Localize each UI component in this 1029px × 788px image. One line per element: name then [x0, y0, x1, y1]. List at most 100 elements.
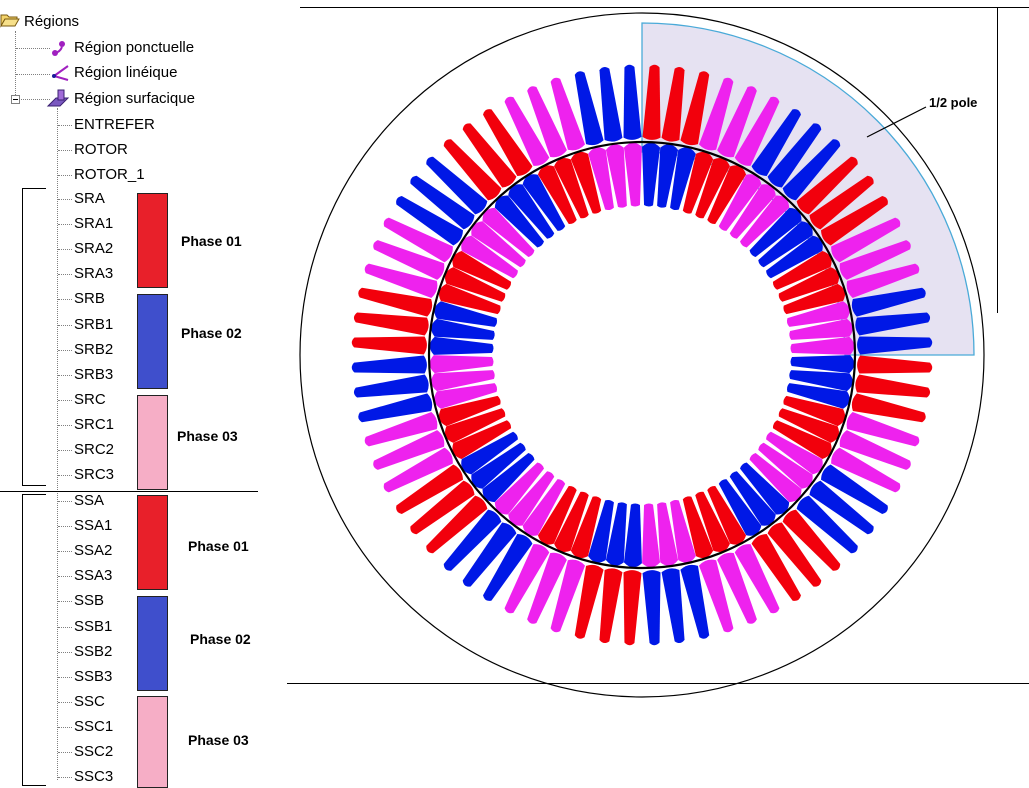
stator-slot [623, 570, 642, 646]
rotor-region-item[interactable]: SRA2 [74, 240, 114, 258]
rotor-slot [537, 165, 577, 225]
stator-slot [574, 564, 604, 639]
group-separator-line [0, 491, 258, 492]
tree-connector [58, 626, 72, 628]
rotor-slot [695, 157, 730, 219]
rotor-region-item[interactable]: SRC2 [74, 441, 115, 458]
tree-item-line-region[interactable]: Région linéique [74, 64, 178, 81]
stator-region-item[interactable]: SSC [74, 692, 105, 710]
stator-region-item[interactable]: SSC3 [74, 768, 114, 786]
rotor-slot [718, 174, 762, 231]
stator-region-item[interactable]: SSB3 [74, 667, 113, 685]
rotor-slot [623, 142, 642, 207]
tree-connector [58, 551, 72, 553]
rotor-slot [789, 370, 853, 392]
stator-slot [642, 570, 661, 646]
rotor-slot [494, 462, 544, 515]
stator-slot [680, 564, 710, 639]
stator-slot [821, 464, 888, 514]
stator-region-item[interactable]: SSA3 [74, 567, 113, 585]
rotor-slot [740, 195, 790, 248]
stator-group-bracket [22, 494, 46, 786]
stator-region-item[interactable]: SSB [74, 592, 105, 610]
rotor-region-item[interactable]: SRC [74, 390, 106, 408]
tree-item-point-region[interactable]: Région ponctuelle [74, 39, 195, 56]
tree-connector [58, 475, 72, 477]
collapse-toggle[interactable] [11, 95, 20, 104]
stator-slot [599, 66, 623, 142]
tree-connector [58, 249, 72, 251]
rotor-phase-01-swatch [137, 193, 168, 288]
stator-slot [734, 96, 780, 166]
stator-slot [839, 240, 911, 280]
rotor-slot [429, 336, 494, 355]
stator-slot [574, 71, 604, 146]
rotor-region-item[interactable]: SRC3 [74, 466, 115, 484]
rotor-slot [790, 355, 855, 374]
rotor-region-item[interactable]: SRB2 [74, 340, 114, 358]
stator-slot [351, 336, 427, 355]
tree-connector [58, 199, 72, 200]
stator-slot [846, 411, 920, 447]
stator-region-item[interactable]: SSA [74, 492, 105, 509]
stator-region-item[interactable]: SSA2 [74, 542, 113, 560]
rotor-region-item[interactable]: SRA1 [74, 215, 114, 233]
rotor-slot [766, 235, 823, 279]
tree-item-rotor-1[interactable]: ROTOR_1 [74, 166, 145, 183]
rotor-slot [605, 144, 627, 208]
rotor-slot [444, 267, 506, 302]
stator-region-item[interactable]: SSB1 [74, 617, 113, 635]
rotor-phase-02-label: Phase 02 [181, 325, 242, 341]
stator-slot [751, 109, 801, 176]
point-region-icon [52, 41, 65, 56]
tree-item-entrefer[interactable]: ENTREFER [74, 116, 155, 133]
rotor-slot [749, 207, 802, 257]
airgap-boundary [427, 140, 857, 570]
viewport-right-border [997, 7, 998, 313]
stator-slot [809, 175, 874, 230]
rotor-region-item[interactable]: SRB3 [74, 365, 114, 383]
rotor-region-item[interactable]: SRA3 [74, 265, 114, 283]
rotor-region-item[interactable]: SRC1 [74, 415, 115, 433]
regions-tree: Régions Région ponctuelle Région linéiqu… [0, 0, 290, 788]
tree-connector [58, 601, 72, 603]
stator-region-item[interactable]: SSB2 [74, 642, 113, 660]
tree-connector [58, 150, 72, 151]
rotor-slot [657, 144, 679, 208]
rotor-slot [766, 431, 823, 475]
line-region-icon [51, 65, 69, 81]
viewport-top-border [300, 7, 1029, 8]
stator-slot [483, 109, 533, 176]
rotor-slot [482, 453, 535, 503]
stator-slot [642, 64, 661, 140]
rotor-slot [772, 250, 832, 290]
rotor-slot [429, 355, 494, 374]
rotor-slot [718, 479, 762, 536]
stator-slot [410, 175, 475, 230]
stator-phase-03-label: Phase 03 [188, 732, 249, 748]
tree-root-regions[interactable]: Régions [24, 13, 80, 30]
stator-region-item[interactable]: SSC2 [74, 743, 114, 760]
rotor-region-item[interactable]: SRB [74, 290, 105, 308]
rotor-slot [670, 499, 696, 563]
rotor-slot [642, 142, 661, 207]
stator-region-item[interactable]: SSA1 [74, 517, 113, 535]
rotor-slot [471, 221, 526, 268]
rotor-slot [783, 283, 846, 315]
rotor-region-item[interactable]: SRA [74, 190, 105, 207]
rotor-slot [471, 442, 526, 489]
stator-region-item[interactable]: SSC1 [74, 717, 114, 735]
stator-slot [796, 495, 858, 554]
tree-connector [58, 701, 72, 703]
rotor-slot [729, 471, 776, 526]
tree-connector [58, 175, 72, 176]
stator-slot [698, 77, 734, 151]
stator-slot [599, 568, 623, 644]
stator-slot [383, 217, 453, 263]
tree-connector [58, 399, 72, 401]
rotor-region-item[interactable]: SRB1 [74, 315, 114, 333]
tree-item-surface-region[interactable]: Région surfacique [74, 90, 195, 107]
stator-slot [550, 559, 586, 633]
tree-item-rotor[interactable]: ROTOR [74, 141, 128, 158]
